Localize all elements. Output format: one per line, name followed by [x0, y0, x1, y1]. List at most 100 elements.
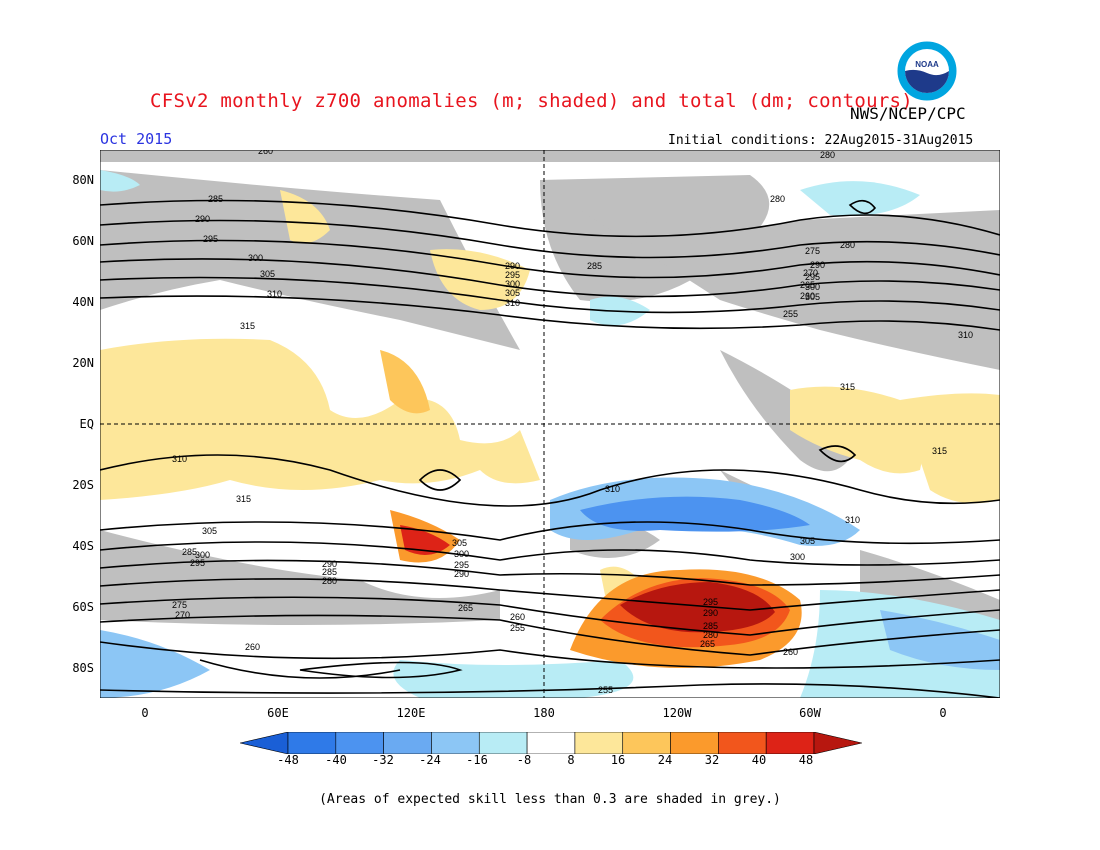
contour-label: 300	[195, 550, 210, 560]
contour-label: 280	[770, 194, 785, 204]
lat-label: 20S	[72, 478, 94, 492]
lat-label: 40N	[72, 295, 94, 309]
colorbar-tick-label: -48	[277, 753, 299, 767]
contour-label: 295	[454, 560, 469, 570]
colorbar-cell	[765, 732, 815, 754]
colorbar-tick-label: -24	[419, 753, 441, 767]
contour-label: 295	[190, 558, 205, 568]
contour-label: 300	[248, 253, 263, 263]
contour-label: 295	[505, 270, 520, 280]
colorbar-tick-label: 24	[657, 753, 673, 767]
height-contours	[100, 199, 1000, 698]
lon-label: 0	[939, 706, 947, 720]
lat-label: 60N	[72, 234, 94, 248]
colorbar	[240, 732, 862, 754]
negative-anomaly-regions	[100, 170, 1000, 698]
contour-label: 300	[805, 282, 820, 292]
colorbar-tick-label: -32	[372, 753, 394, 767]
contour-label: 280	[840, 240, 855, 250]
contour-label: 295	[203, 234, 218, 244]
colorbar-tick-label: 8	[567, 753, 575, 767]
contour-label: 300	[790, 552, 805, 562]
contour-label: 300	[454, 549, 469, 559]
contour-label: 275	[172, 600, 187, 610]
contour-label: 265	[458, 603, 473, 613]
colorbar-cell	[383, 732, 432, 754]
colorbar-cell	[574, 732, 624, 754]
lon-label: 120W	[662, 706, 692, 720]
lat-label: 40S	[72, 539, 94, 553]
contour-label: 260	[800, 291, 815, 301]
contour-label: 260	[258, 150, 273, 156]
contour-label: 310	[267, 289, 282, 299]
colorbar-tick-label: 32	[704, 753, 720, 767]
agency-label: NWS/NCEP/CPC	[850, 104, 966, 123]
lon-label: 60E	[267, 706, 289, 720]
contour-label: 310	[845, 515, 860, 525]
lat-label: 80S	[72, 661, 94, 675]
contour-label: 310	[958, 330, 973, 340]
contour-label: 275	[805, 246, 820, 256]
colorbar-cell	[335, 732, 384, 754]
contour-label: 290	[454, 569, 469, 579]
strong-positive-anomaly	[570, 569, 802, 668]
lat-label: 60S	[72, 600, 94, 614]
contour-label: 305	[800, 536, 815, 546]
anomaly-map: 285 290 295 300 305 310 315 310 305 300 …	[100, 150, 1000, 698]
contour-label: 295	[805, 272, 820, 282]
contour-label: 290	[505, 261, 520, 271]
contour-label: 255	[510, 623, 525, 633]
logo-text: NOAA	[915, 60, 939, 69]
initial-conditions-label: Initial conditions: 22Aug2015-31Aug2015	[668, 133, 974, 148]
contour-label: 310	[505, 298, 520, 308]
contour-label: 280	[703, 630, 718, 640]
contour-label: 310	[172, 454, 187, 464]
colorbar-tick-label: -8	[516, 753, 532, 767]
colorbar-cell	[622, 732, 671, 754]
lon-label: 60W	[799, 706, 821, 720]
noaa-logo-icon: NOAA	[896, 40, 958, 102]
chart-title: CFSv2 monthly z700 anomalies (m; shaded)…	[150, 90, 914, 112]
contour-label: 305	[452, 538, 467, 548]
lat-label: 80N	[72, 173, 94, 187]
colorbar-cell	[287, 732, 337, 754]
colorbar-cell	[240, 732, 289, 754]
colorbar-cell	[478, 732, 528, 754]
contour-label: 280	[820, 150, 835, 160]
colorbar-tick-label: 40	[751, 753, 767, 767]
contour-label: 305	[260, 269, 275, 279]
colorbar-cell	[670, 732, 719, 754]
colorbar-tick-label: 16	[610, 753, 626, 767]
contour-label: 255	[783, 309, 798, 319]
colorbar-cell	[526, 732, 576, 754]
contour-label: 315	[840, 382, 855, 392]
contour-label: 285	[587, 261, 602, 271]
colorbar-tick-label: -40	[325, 753, 347, 767]
lat-label: EQ	[79, 417, 94, 431]
contour-label: 315	[236, 494, 251, 504]
colorbar-cell	[718, 732, 767, 754]
contour-label: 315	[240, 321, 255, 331]
contour-label: 290	[703, 608, 718, 618]
contour-label: 270	[803, 268, 818, 278]
contour-label: 255	[598, 685, 613, 695]
contour-label: 295	[703, 597, 718, 607]
contour-label: 285	[182, 547, 197, 557]
contour-label: 270	[175, 610, 190, 620]
colorbar-cell	[813, 732, 862, 754]
contour-label: 285	[208, 194, 223, 204]
contour-label: 300	[505, 279, 520, 289]
lat-label: 20N	[72, 356, 94, 370]
footnote: (Areas of expected skill less than 0.3 a…	[319, 792, 781, 807]
lon-label: 180	[533, 706, 555, 720]
lon-label: 120E	[396, 706, 426, 720]
contour-label: 290	[810, 260, 825, 270]
contour-label: 260	[783, 647, 798, 657]
colorbar-tick-label: -16	[466, 753, 488, 767]
contour-label: 305	[805, 292, 820, 302]
colorbar-cell	[431, 732, 480, 754]
contour-label: 285	[322, 567, 337, 577]
contour-label: 265	[800, 280, 815, 290]
contour-label: 265	[700, 639, 715, 649]
contour-label: 315	[932, 446, 947, 456]
